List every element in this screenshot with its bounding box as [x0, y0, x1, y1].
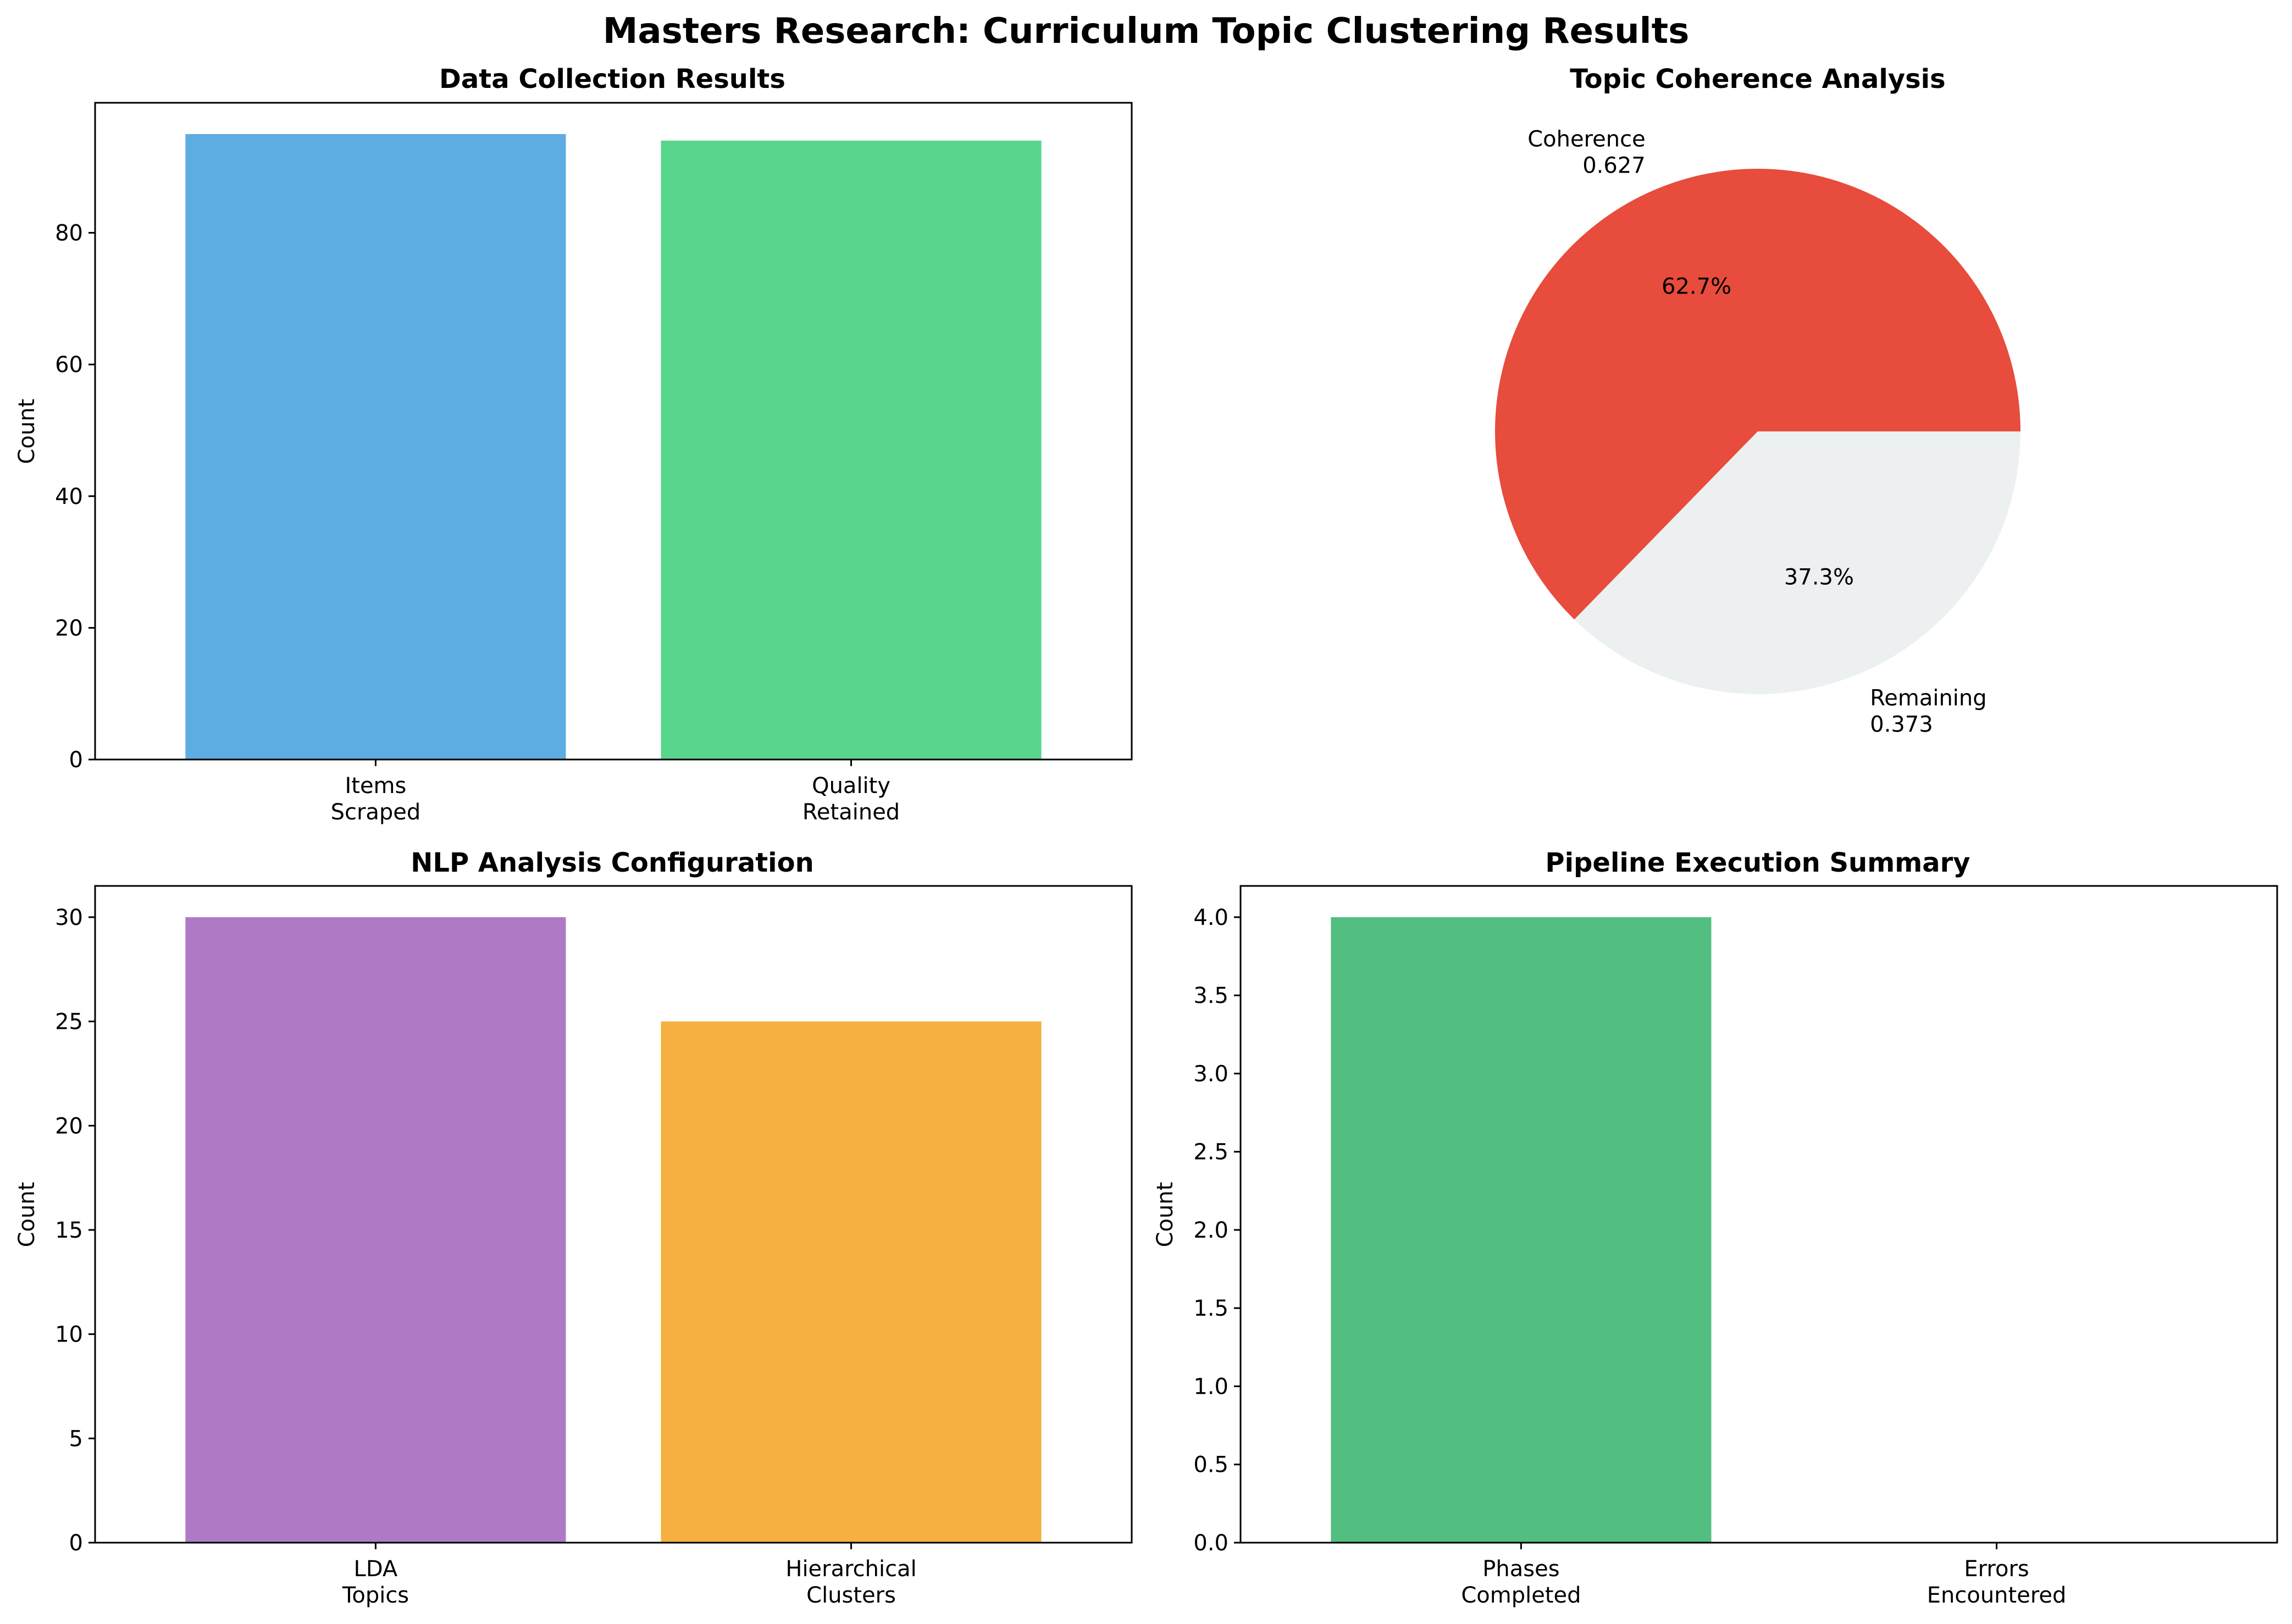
y-tick-label: 3.5 — [1193, 983, 1228, 1008]
y-tick-label: 40 — [55, 484, 83, 509]
nlp-configuration-chart: NLP Analysis Configuration Count 0 5 10 15 2… — [14, 847, 1133, 1608]
y-tick-label: 1.0 — [1193, 1374, 1228, 1399]
y-axis-label: Count — [14, 1182, 40, 1248]
axes-frame — [1239, 885, 2278, 1544]
pipeline-summary-chart: Pipeline Execution Summary Count 0.0 0.5 1… — [1153, 847, 2278, 1608]
y-tick-label: 25 — [55, 1010, 83, 1035]
y-tick-label: 0 — [69, 747, 83, 773]
x-tick-label: Completed — [1461, 1583, 1581, 1608]
x-tick-label: Scraped — [331, 800, 421, 825]
x-tick-label: Retained — [802, 800, 900, 825]
axes-frame — [94, 885, 1133, 1544]
pie-percent-label: 37.3% — [1784, 564, 1854, 590]
x-tick-label: LDA — [354, 1556, 398, 1582]
y-tick-label: 3.0 — [1193, 1061, 1228, 1087]
chart-title: NLP Analysis Configuration — [411, 847, 814, 878]
x-tick-label: Encountered — [1927, 1583, 2067, 1608]
y-tick-label: 4.0 — [1193, 905, 1228, 930]
data-collection-chart: Data Collection Results Count 0 20 40 60 80 I… — [14, 64, 1133, 825]
chart-title: Data Collection Results — [439, 64, 785, 95]
y-tick-label: 30 — [55, 905, 83, 930]
bar — [1331, 917, 1712, 1543]
y-tick-label: 20 — [55, 1113, 83, 1139]
pie-percent-label: 62.7% — [1662, 274, 1731, 300]
topic-coherence-pie: Topic Coherence Analysis 62.7%Coherence0… — [1494, 64, 2020, 738]
y-tick-label: 0.0 — [1193, 1531, 1228, 1556]
y-tick-label: 20 — [55, 616, 83, 641]
pie-slice-label: 0.627 — [1582, 153, 1646, 178]
y-axis-label: Count — [1153, 1182, 1178, 1248]
x-tick-label: Errors — [1964, 1556, 2029, 1582]
figure-title: Masters Research: Curriculum Topic Clust… — [603, 11, 1690, 52]
chart-title: Pipeline Execution Summary — [1545, 847, 1970, 878]
bar — [661, 140, 1042, 760]
bar — [661, 1021, 1042, 1543]
chart-title: Topic Coherence Analysis — [1570, 64, 1945, 95]
pie-slice-label: Coherence — [1527, 126, 1646, 152]
x-tick-label: Clusters — [806, 1583, 896, 1608]
x-tick-label: Topics — [342, 1583, 409, 1608]
bar — [185, 134, 566, 760]
y-tick-label: 80 — [55, 221, 83, 246]
y-tick-label: 0.5 — [1193, 1453, 1228, 1478]
x-tick-label: Items — [345, 773, 406, 799]
x-tick-label: Quality — [812, 773, 890, 799]
pie-slice-label: Remaining — [1870, 686, 1986, 711]
y-tick-label: 1.5 — [1193, 1296, 1228, 1321]
pie-slice-label: 0.373 — [1870, 712, 1933, 738]
y-tick-label: 15 — [55, 1218, 83, 1243]
y-axis-label: Count — [14, 399, 40, 464]
pie-slice — [1494, 168, 2020, 620]
x-tick-label: Phases — [1482, 1556, 1559, 1582]
x-tick-label: Hierarchical — [785, 1556, 916, 1582]
y-tick-label: 10 — [55, 1322, 83, 1348]
axes-frame — [94, 102, 1133, 761]
pie-slice — [1574, 431, 2020, 694]
y-tick-label: 0 — [69, 1531, 83, 1556]
y-tick-label: 60 — [55, 352, 83, 378]
bar — [185, 917, 566, 1543]
y-tick-label: 2.0 — [1193, 1218, 1228, 1243]
y-tick-label: 2.5 — [1193, 1140, 1228, 1165]
y-tick-label: 5 — [69, 1426, 83, 1451]
